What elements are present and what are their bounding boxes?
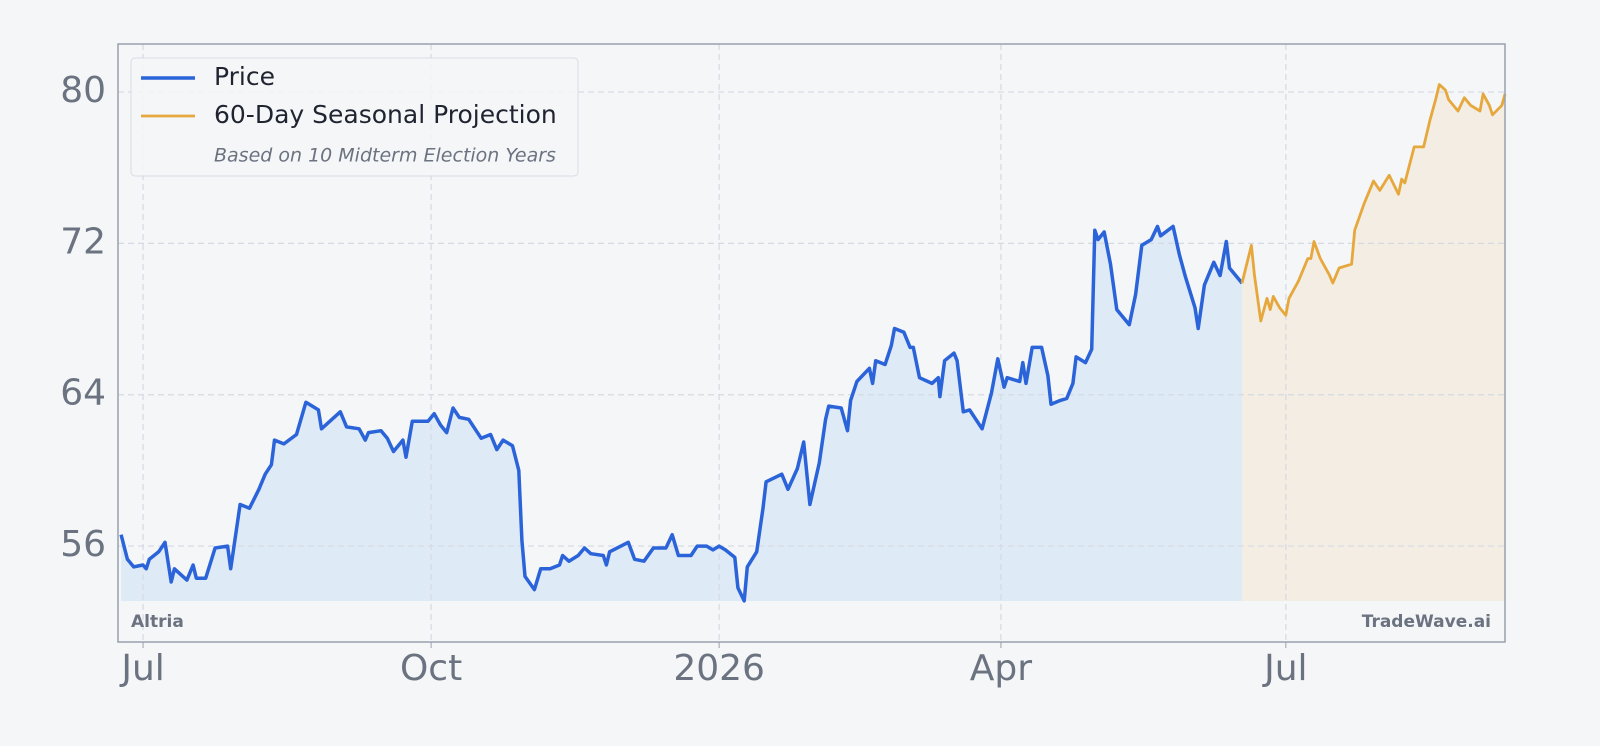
y-tick-label: 56: [60, 524, 106, 565]
area-fill: [1242, 84, 1505, 601]
watermark-left: Altria: [131, 612, 184, 632]
area-fill: [121, 226, 1243, 601]
plot-frame: [117, 43, 1506, 643]
legend-label: 60-Day Seasonal Projection: [214, 100, 557, 129]
x-tick-label: Jul: [1262, 648, 1307, 689]
watermark-right: TradeWave.ai: [1362, 612, 1491, 632]
legend-box: [130, 57, 579, 177]
x-tick-label: Apr: [970, 648, 1032, 689]
x-tick-label: 2026: [673, 648, 765, 689]
y-tick-label: 72: [60, 221, 106, 262]
legend-label: Price: [214, 62, 275, 91]
legend: Based on 10 Midterm Election Years Price…: [130, 57, 579, 177]
price-line: [119, 224, 1244, 603]
legend-note: Based on 10 Midterm Election Years: [214, 145, 556, 167]
y-tick-label: 80: [60, 70, 106, 111]
x-tick-label: Oct: [400, 648, 462, 689]
x-tick-label: Jul: [119, 648, 164, 689]
y-tick-label: 64: [60, 373, 106, 414]
price-line: [1240, 83, 1507, 323]
